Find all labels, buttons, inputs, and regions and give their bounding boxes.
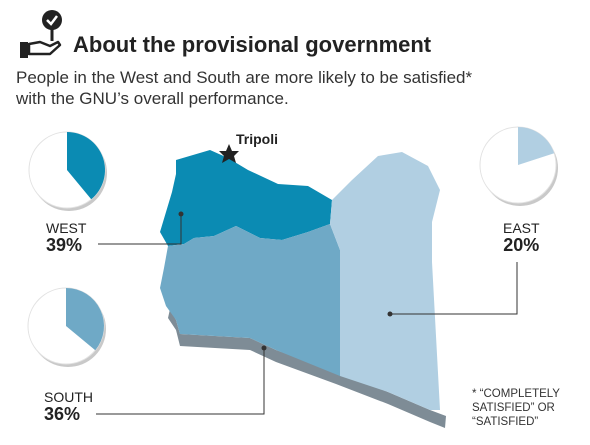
- east-percent: 20%: [503, 235, 540, 255]
- south-label: SOUTH 36%: [44, 389, 93, 423]
- west-name: WEST: [46, 220, 87, 236]
- satisfaction-hand-icon: [20, 10, 62, 58]
- map-region-south: [160, 224, 340, 376]
- south-percent: 36%: [44, 404, 81, 424]
- west-percent: 39%: [46, 235, 83, 255]
- pie-slice-satisfied: [66, 288, 104, 351]
- pie-slice-satisfied: [518, 127, 555, 165]
- tripoli-star-icon: [219, 144, 239, 163]
- subtitle-line-2: with the GNU’s overall performance.: [16, 89, 289, 108]
- south-name: SOUTH: [44, 389, 93, 405]
- west-label: WEST 39%: [46, 220, 86, 254]
- east-leader-line: [390, 262, 518, 315]
- pie-south: [27, 287, 106, 367]
- footnote-line-1: * “COMPLETELY: [472, 388, 560, 400]
- pie-east: [479, 126, 558, 206]
- east-name: EAST: [503, 220, 540, 236]
- footnote-line-3: “SATISFIED”: [472, 416, 539, 428]
- east-leader-dot: [387, 311, 393, 317]
- south-leader-dot: [261, 345, 267, 351]
- subtitle-line-1: People in the West and South are more li…: [16, 68, 473, 87]
- footnote-line-2: SATISFIED” OR: [472, 402, 555, 414]
- east-label: EAST 20%: [503, 220, 540, 254]
- page-title: About the provisional government: [73, 32, 432, 57]
- south-leader-line: [96, 348, 265, 415]
- map-region-east: [330, 152, 440, 410]
- pie-west: [28, 131, 107, 211]
- map-region-west: [160, 150, 332, 246]
- west-leader-dot: [178, 211, 184, 217]
- west-leader-line: [98, 214, 182, 245]
- map-shadow: [166, 258, 446, 428]
- tripoli-label: Tripoli: [236, 131, 278, 147]
- pie-slice-satisfied: [67, 132, 106, 200]
- footnote: * “COMPLETELY SATISFIED” OR “SATISFIED”: [472, 387, 582, 429]
- subtitle: People in the West and South are more li…: [16, 67, 576, 109]
